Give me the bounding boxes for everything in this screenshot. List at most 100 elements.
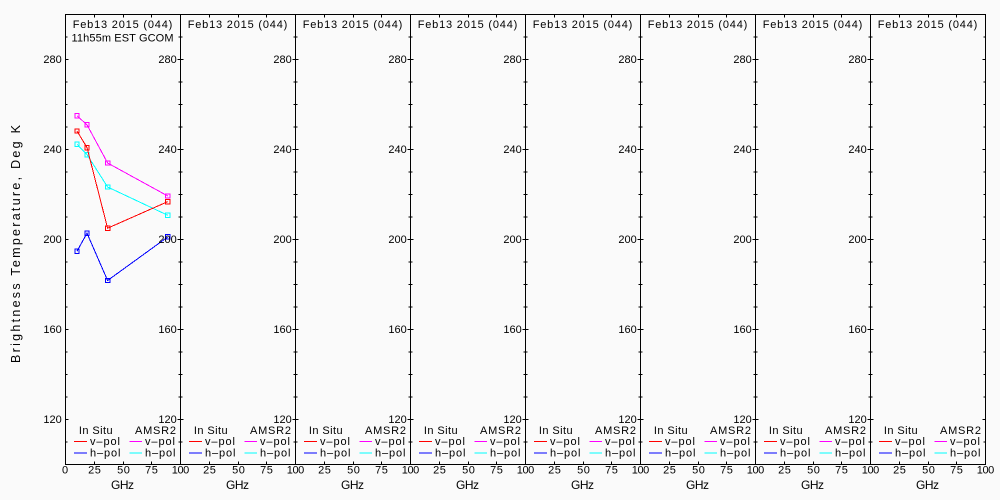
svg-text:160: 160	[43, 324, 61, 336]
svg-text:25: 25	[433, 465, 446, 477]
svg-text:h–pol: h–pol	[780, 448, 811, 460]
svg-text:v–pol: v–pol	[145, 436, 175, 448]
svg-text:0: 0	[62, 465, 68, 477]
svg-text:50: 50	[117, 465, 130, 477]
svg-text:25: 25	[778, 465, 791, 477]
svg-text:h–pol: h–pol	[835, 448, 866, 460]
svg-text:160: 160	[158, 324, 176, 336]
svg-text:GHz: GHz	[111, 478, 134, 492]
svg-text:100: 100	[517, 465, 535, 477]
svg-text:In Situ: In Situ	[884, 425, 918, 437]
svg-text:200: 200	[503, 234, 521, 246]
svg-text:In Situ: In Situ	[539, 425, 573, 437]
svg-text:25: 25	[318, 465, 331, 477]
svg-text:200: 200	[43, 234, 61, 246]
svg-text:GHz: GHz	[341, 478, 364, 492]
svg-text:v–pol: v–pol	[90, 436, 120, 448]
svg-text:100: 100	[747, 465, 765, 477]
svg-text:h–pol: h–pol	[90, 448, 121, 460]
svg-text:75: 75	[490, 465, 503, 477]
svg-text:75: 75	[605, 465, 618, 477]
svg-text:v–pol: v–pol	[780, 436, 810, 448]
svg-text:v–pol: v–pol	[320, 436, 350, 448]
svg-text:v–pol: v–pol	[550, 436, 580, 448]
svg-text:h–pol: h–pol	[260, 448, 291, 460]
svg-text:280: 280	[43, 54, 61, 66]
svg-text:50: 50	[232, 465, 245, 477]
svg-text:In Situ: In Situ	[654, 425, 688, 437]
svg-text:In Situ: In Situ	[79, 425, 113, 437]
svg-text:GHz: GHz	[916, 478, 939, 492]
svg-text:200: 200	[388, 234, 406, 246]
svg-text:v–pol: v–pol	[260, 436, 290, 448]
svg-text:50: 50	[692, 465, 705, 477]
svg-text:50: 50	[807, 465, 820, 477]
svg-text:25: 25	[893, 465, 906, 477]
svg-text:280: 280	[503, 54, 521, 66]
svg-text:100: 100	[977, 465, 995, 477]
svg-text:75: 75	[260, 465, 273, 477]
svg-text:25: 25	[88, 465, 101, 477]
svg-text:h–pol: h–pol	[895, 448, 926, 460]
svg-text:280: 280	[158, 54, 176, 66]
svg-text:h–pol: h–pol	[375, 448, 406, 460]
svg-text:h–pol: h–pol	[720, 448, 751, 460]
svg-text:240: 240	[388, 144, 406, 156]
svg-text:GHz: GHz	[686, 478, 709, 492]
svg-text:280: 280	[618, 54, 636, 66]
svg-text:GHz: GHz	[226, 478, 249, 492]
svg-text:120: 120	[848, 414, 866, 426]
svg-text:AMSR2: AMSR2	[595, 425, 636, 437]
svg-text:240: 240	[503, 144, 521, 156]
svg-text:100: 100	[287, 465, 305, 477]
svg-text:v–pol: v–pol	[435, 436, 465, 448]
svg-text:Feb13 2015 (044): Feb13 2015 (044)	[418, 19, 518, 31]
svg-text:75: 75	[950, 465, 963, 477]
svg-text:240: 240	[158, 144, 176, 156]
svg-text:160: 160	[733, 324, 751, 336]
svg-text:240: 240	[848, 144, 866, 156]
svg-text:75: 75	[375, 465, 388, 477]
svg-text:In Situ: In Situ	[194, 425, 228, 437]
svg-text:AMSR2: AMSR2	[135, 425, 176, 437]
svg-text:AMSR2: AMSR2	[365, 425, 406, 437]
svg-text:h–pol: h–pol	[320, 448, 351, 460]
svg-text:Feb13 2015 (044): Feb13 2015 (044)	[648, 19, 748, 31]
svg-text:11h55m EST GCOM: 11h55m EST GCOM	[72, 33, 174, 45]
svg-text:v–pol: v–pol	[895, 436, 925, 448]
svg-text:120: 120	[273, 414, 291, 426]
svg-text:Feb13 2015 (044): Feb13 2015 (044)	[878, 19, 978, 31]
svg-text:GHz: GHz	[801, 478, 824, 492]
svg-text:AMSR2: AMSR2	[710, 425, 751, 437]
svg-text:Feb13 2015 (044): Feb13 2015 (044)	[188, 19, 288, 31]
svg-text:v–pol: v–pol	[665, 436, 695, 448]
svg-text:50: 50	[347, 465, 360, 477]
svg-text:v–pol: v–pol	[950, 436, 980, 448]
svg-text:50: 50	[577, 465, 590, 477]
svg-text:280: 280	[733, 54, 751, 66]
svg-text:75: 75	[835, 465, 848, 477]
svg-text:100: 100	[862, 465, 880, 477]
svg-text:160: 160	[618, 324, 636, 336]
svg-text:h–pol: h–pol	[205, 448, 236, 460]
svg-text:120: 120	[733, 414, 751, 426]
svg-text:160: 160	[273, 324, 291, 336]
svg-text:240: 240	[43, 144, 61, 156]
svg-text:In Situ: In Situ	[309, 425, 343, 437]
svg-text:200: 200	[733, 234, 751, 246]
svg-text:240: 240	[618, 144, 636, 156]
svg-text:120: 120	[158, 414, 176, 426]
svg-text:v–pol: v–pol	[205, 436, 235, 448]
svg-text:v–pol: v–pol	[490, 436, 520, 448]
svg-text:Feb13 2015 (044): Feb13 2015 (044)	[303, 19, 403, 31]
svg-text:v–pol: v–pol	[605, 436, 635, 448]
svg-text:280: 280	[388, 54, 406, 66]
svg-text:Feb13 2015 (044): Feb13 2015 (044)	[533, 19, 633, 31]
svg-text:120: 120	[43, 414, 61, 426]
svg-text:50: 50	[922, 465, 935, 477]
svg-text:h–pol: h–pol	[435, 448, 466, 460]
svg-text:GHz: GHz	[571, 478, 594, 492]
svg-text:100: 100	[402, 465, 420, 477]
svg-text:h–pol: h–pol	[490, 448, 521, 460]
svg-text:Feb13 2015 (044): Feb13 2015 (044)	[763, 19, 863, 31]
